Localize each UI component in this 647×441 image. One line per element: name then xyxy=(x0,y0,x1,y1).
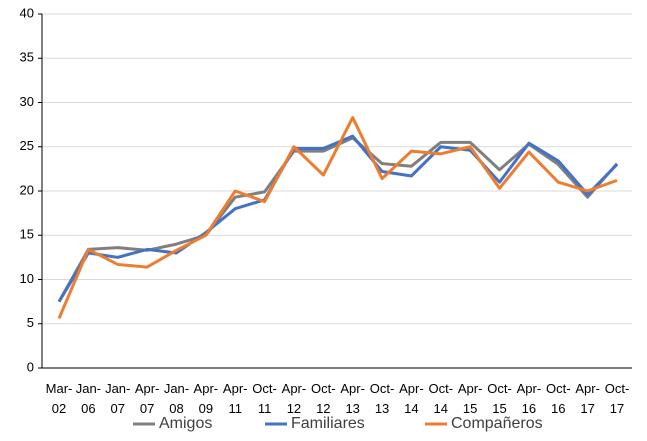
y-tick-label: 25 xyxy=(20,138,34,153)
x-tick-label: Oct-17 xyxy=(605,381,630,416)
x-tick-label: Jan-06 xyxy=(76,381,101,416)
x-tick-label: Oct-12 xyxy=(311,381,336,416)
x-tick-label: Apr-11 xyxy=(223,381,248,416)
y-tick-label: 20 xyxy=(20,182,34,197)
x-tick-label: Apr-13 xyxy=(340,381,365,416)
x-tick-label: Oct-13 xyxy=(370,381,395,416)
y-tick-label: 35 xyxy=(20,50,34,65)
y-tick-label: 5 xyxy=(27,315,34,330)
x-tick-label: Apr-15 xyxy=(458,381,483,416)
legend-label: Compañeros xyxy=(451,415,543,432)
x-tick-label: Oct-16 xyxy=(546,381,571,416)
x-tick-label: Apr-16 xyxy=(517,381,542,416)
x-tick-label: Apr-07 xyxy=(135,381,160,416)
y-tick-label: 0 xyxy=(27,359,34,374)
x-tick-label: Oct-11 xyxy=(252,381,277,416)
x-tick-label: Jan-07 xyxy=(105,381,130,416)
y-tick-label: 15 xyxy=(20,227,34,242)
y-tick-label: 10 xyxy=(20,271,34,286)
legend-label: Amigos xyxy=(159,415,212,432)
y-tick-label: 40 xyxy=(20,5,34,20)
series-line xyxy=(57,116,618,320)
y-tick-label: 30 xyxy=(20,94,34,109)
x-tick-label: Oct-15 xyxy=(487,381,512,416)
x-tick-label: Apr-09 xyxy=(194,381,219,416)
x-tick-label: Oct-14 xyxy=(429,381,454,416)
x-tick-label: Apr-17 xyxy=(575,381,600,416)
series-line xyxy=(57,136,619,303)
x-tick-label: Jan-08 xyxy=(164,381,189,416)
x-tick-label: Mar-02 xyxy=(46,381,73,416)
x-tick-label: Apr-14 xyxy=(399,381,424,416)
series-line xyxy=(57,134,619,303)
legend-label: Familiares xyxy=(291,415,365,432)
x-tick-label: Apr-12 xyxy=(282,381,307,416)
